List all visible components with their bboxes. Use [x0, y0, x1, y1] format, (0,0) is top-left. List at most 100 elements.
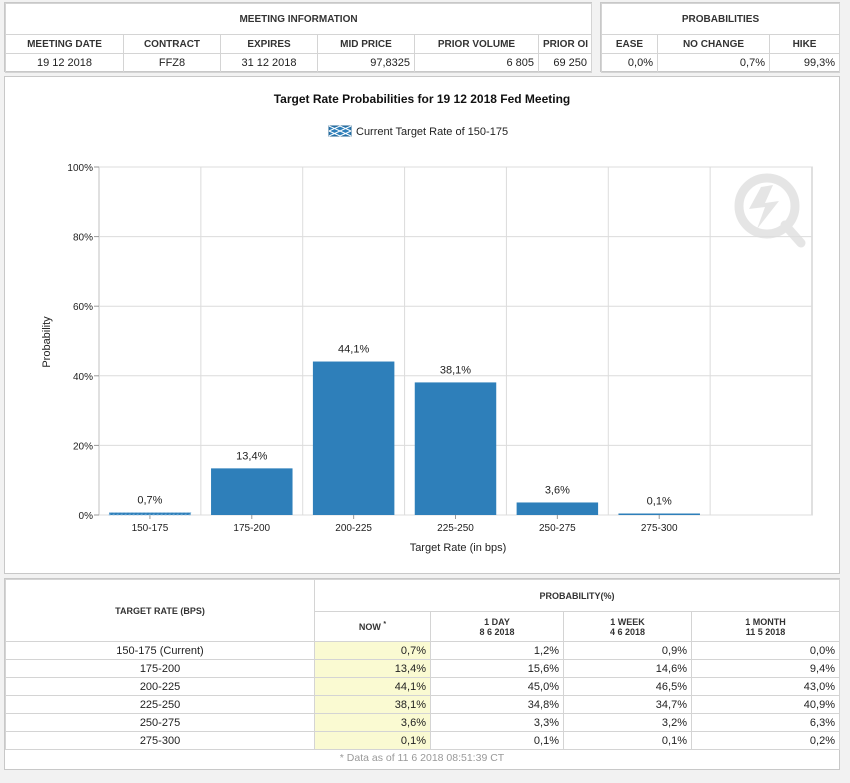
one-day-cell: 0,1% [430, 731, 564, 750]
rate-cell: 200-225 [5, 677, 315, 696]
meeting-info-panel: MEETING INFORMATION MEETING DATE CONTRAC… [4, 2, 593, 73]
one-month-cell: 0,2% [691, 731, 840, 750]
rate-cell: 225-250 [5, 695, 315, 714]
table-row: 225-250 38,1% 34,8% 34,7% 40,9% [5, 695, 840, 714]
bar-250-275[interactable] [516, 502, 599, 515]
meeting-info-title: MEETING INFORMATION [4, 3, 593, 35]
ease-header: EASE [601, 34, 658, 54]
table-row: 275-300 0,1% 0,1% 0,1% 0,2% [5, 731, 840, 750]
now-cell: 44,1% [314, 677, 431, 696]
x-tick-label-150-175: 150-175 [132, 523, 169, 534]
one-week-cell: 0,1% [563, 731, 692, 750]
prior-oi-header: PRIOR OI [537, 34, 593, 54]
one-week-cell: 14,6% [563, 659, 692, 678]
probability-table: TARGET RATE (BPS) PROBABILITY(%) NOW * 1… [5, 579, 840, 750]
one-week-date: 4 6 2018 [609, 626, 646, 637]
x-tick-label-200-225: 200-225 [335, 523, 372, 534]
now-cell: 0,1% [314, 731, 431, 750]
one-month-cell: 40,9% [691, 695, 840, 714]
y-tick-label: 20% [73, 441, 93, 452]
one-week-header: 1 WEEK 4 6 2018 [563, 611, 692, 642]
meeting-date-value: 19 12 2018 [5, 53, 124, 73]
now-cell: 0,7% [314, 641, 431, 660]
target-rate-header: TARGET RATE (BPS) [5, 579, 315, 642]
bar-150-175[interactable] [108, 512, 192, 516]
x-axis-label: Target Rate (in bps) [410, 542, 507, 554]
bar-200-225[interactable] [312, 361, 395, 515]
bar-225-250[interactable] [414, 382, 497, 515]
y-tick-label: 60% [73, 302, 93, 313]
bar-175-200[interactable] [211, 468, 293, 515]
table-row: 175-200 13,4% 15,6% 14,6% 9,4% [5, 659, 840, 678]
bar-275-300[interactable] [618, 513, 700, 516]
one-day-date: 8 6 2018 [479, 626, 515, 637]
table-row: 150-175 (Current) 0,7% 1,2% 0,9% 0,0% [5, 641, 840, 660]
x-tick-label-275-300: 275-300 [641, 523, 678, 534]
hike-header: HIKE [768, 34, 841, 54]
rate-cell: 150-175 (Current) [5, 641, 315, 660]
one-day-cell: 3,3% [430, 713, 564, 732]
y-tick-label: 100% [67, 163, 93, 174]
now-header-mark: * [383, 621, 387, 628]
data-label-200-225: 44,1% [338, 344, 369, 356]
one-week-label: 1 WEEK [610, 616, 645, 627]
data-label-150-175: 0,7% [137, 495, 162, 507]
one-month-cell: 9,4% [691, 659, 840, 678]
watermark-logo-icon [734, 173, 806, 248]
one-day-cell: 15,6% [430, 659, 564, 678]
now-cell: 13,4% [314, 659, 431, 678]
one-week-cell: 34,7% [563, 695, 692, 714]
mid-price-header: MID PRICE [317, 34, 415, 54]
rate-cell: 250-275 [5, 713, 315, 732]
chart-grid [94, 166, 813, 519]
data-timestamp-footnote: * Data as of 11 6 2018 08:51:39 CT [339, 752, 505, 764]
contract-header: CONTRACT [123, 34, 221, 54]
prior-volume-value: 6 805 [414, 53, 539, 73]
rate-cell: 275-300 [5, 731, 315, 750]
meeting-date-header: MEETING DATE [5, 34, 124, 54]
chart-ticks: 0% 20% 40% 60% 80% 100% 0,7% 150-175 13,4% 175-20… [67, 163, 678, 534]
one-week-cell: 0,9% [563, 641, 692, 660]
one-month-label: 1 MONTH [745, 616, 786, 627]
chart-bars [108, 361, 700, 516]
legend-hatch-icon [328, 125, 352, 137]
chart-title: Target Rate Probabilities for 19 12 2018… [274, 92, 571, 106]
now-cell: 38,1% [314, 695, 431, 714]
data-label-250-275: 3,6% [545, 484, 570, 496]
prior-volume-header: PRIOR VOLUME [414, 34, 539, 54]
one-month-date: 11 5 2018 [745, 626, 786, 637]
one-week-cell: 3,2% [563, 713, 692, 732]
one-month-cell: 6,3% [691, 713, 840, 732]
ease-value: 0,0% [601, 53, 658, 73]
x-tick-label-225-250: 225-250 [437, 523, 474, 534]
one-day-cell: 1,2% [430, 641, 564, 660]
one-week-cell: 46,5% [563, 677, 692, 696]
one-month-cell: 43,0% [691, 677, 840, 696]
x-tick-label-250-275: 250-275 [539, 523, 576, 534]
now-header: NOW * [314, 611, 431, 642]
y-tick-label: 40% [73, 372, 93, 383]
prior-oi-value: 69 250 [537, 53, 593, 73]
mid-price-value: 97,8325 [317, 53, 415, 73]
x-tick-label-175-200: 175-200 [233, 523, 270, 534]
probabilities-table: PROBABILITIES EASE NO CHANGE HIKE 0,0% 0… [600, 3, 841, 73]
chart-legend: Current Target Rate of 150-175 [328, 125, 508, 138]
now-cell: 3,6% [314, 713, 431, 732]
expires-header: EXPIRES [220, 34, 318, 54]
probability-table-body: 150-175 (Current) 0,7% 1,2% 0,9% 0,0% 17… [5, 641, 840, 750]
one-month-header: 1 MONTH 11 5 2018 [691, 611, 840, 642]
rate-cell: 175-200 [5, 659, 315, 678]
y-tick-label: 0% [79, 511, 94, 522]
one-month-cell: 0,0% [691, 641, 840, 660]
table-row: 250-275 3,6% 3,3% 3,2% 6,3% [5, 713, 840, 732]
one-day-cell: 34,8% [430, 695, 564, 714]
legend-label: Current Target Rate of 150-175 [356, 126, 508, 138]
probabilities-title: PROBABILITIES [600, 3, 841, 35]
table-row: 200-225 44,1% 45,0% 46,5% 43,0% [5, 677, 840, 696]
now-header-label: NOW [358, 622, 381, 632]
meeting-info-table: MEETING INFORMATION MEETING DATE CONTRAC… [4, 3, 593, 73]
probabilities-panel: PROBABILITIES EASE NO CHANGE HIKE 0,0% 0… [600, 2, 841, 73]
one-day-header: 1 DAY 8 6 2018 [430, 611, 564, 642]
one-day-label: 1 DAY [484, 616, 510, 627]
no-change-header: NO CHANGE [657, 34, 770, 54]
